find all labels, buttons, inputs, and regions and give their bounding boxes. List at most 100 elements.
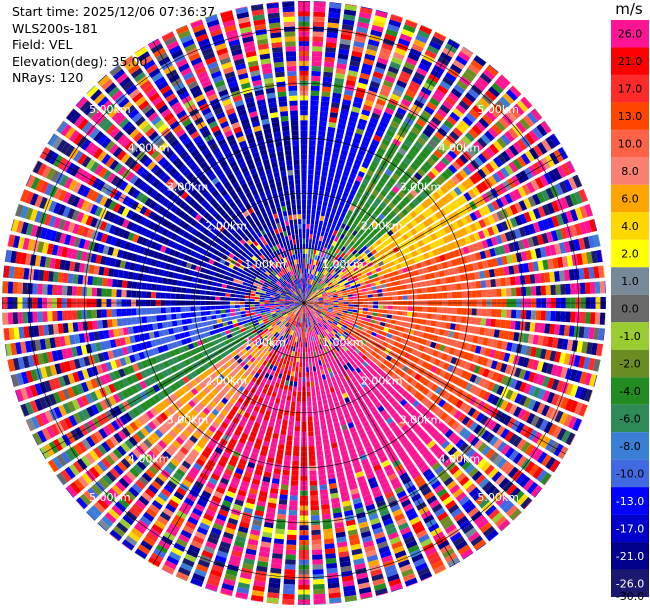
velocity-gate [302,312,304,318]
velocity-gate [362,238,369,245]
velocity-gate [416,442,426,452]
velocity-gate [424,354,432,362]
velocity-gate [333,300,339,303]
velocity-gate [349,205,356,212]
velocity-gate [390,504,401,513]
velocity-gate [382,559,395,568]
velocity-gate [523,397,532,409]
velocity-gate [473,171,483,182]
velocity-gate [327,233,332,239]
velocity-gate [361,535,373,543]
velocity-gate [243,364,250,371]
velocity-gate [319,262,323,268]
velocity-gate [280,324,285,330]
velocity-gate [145,468,156,479]
velocity-gate [360,596,373,600]
velocity-gate [496,210,505,221]
velocity-gate [426,101,438,111]
velocity-gate [170,393,178,402]
velocity-gate [259,546,271,553]
velocity-gate [266,339,272,345]
velocity-gate [308,445,315,452]
velocity-gate [320,494,329,500]
velocity-gate [318,322,322,328]
velocity-gate [570,384,579,398]
velocity-gate [229,397,237,405]
velocity-gate [340,377,346,384]
velocity-gate [219,541,231,549]
velocity-gate [598,328,605,341]
velocity-gate [313,275,317,281]
velocity-gate [508,433,519,445]
velocity-gate [348,304,354,307]
velocity-gate [265,512,275,519]
velocity-gate [332,92,342,99]
velocity-gate [238,385,245,393]
velocity-gate [341,104,351,111]
velocity-gate [304,273,307,279]
velocity-gate [337,546,349,553]
velocity-gate [326,463,334,470]
velocity-gate [308,303,314,305]
velocity-gate [375,61,387,70]
velocity-gate [443,205,451,215]
velocity-gate [317,200,323,206]
velocity-gate [279,368,284,374]
velocity-gate [373,15,387,23]
velocity-gate [478,497,490,509]
velocity-gate [128,486,140,498]
velocity-gate [347,177,355,184]
velocity-gate [267,352,273,358]
velocity-gate [321,310,327,314]
velocity-gate [288,312,293,316]
velocity-gate [517,356,525,367]
velocity-gate [311,214,316,220]
velocity-gate [344,412,351,420]
velocity-gate [232,503,243,512]
velocity-gate [364,248,371,255]
velocity-gate [355,407,363,415]
velocity-gate [182,384,190,393]
velocity-gate [368,354,375,361]
velocity-gate [456,515,469,527]
velocity-gate [369,564,381,572]
velocity-gate [391,13,404,19]
velocity-gate [540,285,547,296]
velocity-gate [532,126,544,140]
velocity-gate [210,372,218,380]
velocity-gate [362,231,369,239]
velocity-gate [293,336,296,342]
velocity-gate [259,352,265,358]
velocity-gate [309,269,312,275]
velocity-gate [330,157,338,164]
velocity-gate [560,227,568,240]
velocity-gate [282,419,288,426]
velocity-gate [342,381,349,388]
velocity-gate [318,349,322,356]
velocity-gate [544,349,552,361]
velocity-gate [311,396,317,402]
velocity-gate [288,365,292,371]
velocity-gate [324,316,330,320]
velocity-gate [500,167,510,178]
velocity-gate [435,278,442,285]
velocity-gate [425,143,435,152]
velocity-gate [420,246,427,254]
velocity-gate [424,547,437,557]
velocity-gate [290,480,299,486]
velocity-gate [372,107,383,116]
velocity-gate [482,481,493,492]
velocity-gate [128,451,139,462]
velocity-gate [554,410,564,423]
velocity-gate [312,554,323,560]
velocity-gate [212,433,221,442]
velocity-gate [287,334,291,340]
velocity-gate [579,371,588,385]
velocity-gate [478,389,487,399]
velocity-gate [305,238,309,244]
velocity-gate [298,307,302,312]
velocity-gate [308,450,316,457]
velocity-gate [338,282,345,286]
velocity-gate [325,313,331,317]
velocity-gate [422,468,433,478]
